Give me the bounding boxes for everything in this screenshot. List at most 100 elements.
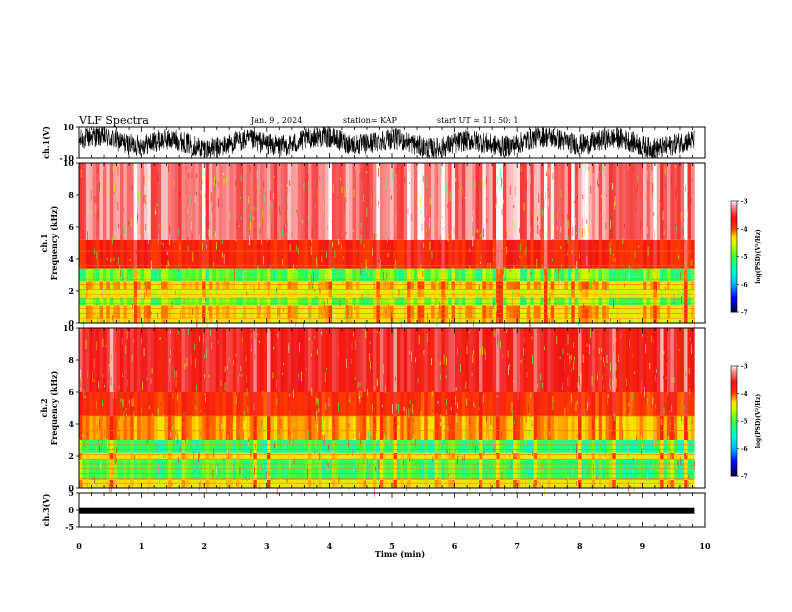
spectrogram-cell (167, 305, 172, 319)
spectrogram-cell (478, 416, 483, 440)
spectrogram-speckle (332, 266, 334, 269)
spectrogram-cell (602, 328, 606, 392)
spectrogram-speckle (254, 228, 255, 232)
spectrogram-cell (161, 305, 165, 319)
spectrogram-speckle (635, 207, 637, 210)
spectrogram-cell (386, 459, 391, 480)
spectrogram-cell (184, 239, 189, 269)
spectrogram-speckle (398, 289, 400, 296)
spectrogram-cell (639, 297, 644, 306)
spectrogram-cell (431, 163, 435, 240)
spectrogram-cell (232, 480, 237, 488)
spectrogram-cell (85, 268, 90, 282)
ch1-ytick-label: -10 (60, 153, 75, 163)
spectrogram-cell (232, 289, 237, 298)
spectrogram-speckle (408, 408, 410, 418)
spectrogram-speckle (378, 201, 379, 205)
spectrogram-cell (612, 459, 617, 480)
spectrogram-cell (564, 239, 569, 269)
spectrogram-cell (188, 305, 193, 319)
spectrogram-speckle (373, 233, 375, 243)
spectrogram-speckle (567, 476, 569, 486)
spectrogram-cell (273, 416, 278, 440)
spectrogram-speckle (94, 248, 96, 255)
spectrogram-cell (520, 480, 524, 488)
spectrogram-speckle (610, 219, 611, 230)
spectrogram-cell (280, 239, 285, 269)
spectrogram-speckle (615, 338, 617, 341)
spectrogram-speckle (105, 285, 106, 292)
spectrogram-cell (263, 163, 268, 240)
spectrogram-speckle (652, 397, 654, 405)
spectrogram-cell (578, 268, 582, 282)
spectrogram-cell (219, 281, 223, 290)
spectrogram-cell (294, 328, 299, 392)
spectrogram-speckle (205, 487, 207, 493)
spectrogram-speckle (379, 259, 381, 263)
spectrogram-cell (355, 416, 360, 440)
spectrogram-speckle (155, 457, 157, 463)
spectrogram-cell (424, 289, 428, 298)
spectrogram-speckle (276, 379, 277, 389)
spectrogram-speckle (576, 232, 577, 235)
spectrogram-cell (253, 268, 258, 282)
spectrogram-cell (410, 452, 415, 460)
spectrogram-speckle (258, 222, 260, 226)
spectrogram-speckle (456, 278, 457, 287)
spectrogram-cell (499, 318, 504, 323)
spectrogram-ylabel-channel: ch.2 (39, 398, 49, 417)
spectrogram-cell (215, 459, 220, 480)
spectrogram-speckle (229, 381, 231, 386)
spectrogram-cell (417, 318, 422, 323)
spectrogram-cell (578, 328, 582, 392)
spectrogram-speckle (257, 185, 259, 192)
spectrogram-cell (232, 318, 237, 323)
spectrogram-cell (561, 480, 565, 488)
spectrogram-cell (99, 416, 104, 440)
spectrogram-speckle (248, 279, 250, 287)
spectrogram-speckle (353, 395, 354, 402)
spectrogram-speckle (614, 196, 616, 206)
spectrogram-cell (239, 163, 244, 240)
spectrogram-speckle (625, 333, 627, 336)
spectrogram-speckle (319, 453, 320, 461)
spectrogram-speckle (157, 174, 159, 182)
spectrogram-cell (550, 163, 555, 240)
spectrogram-cell (290, 480, 295, 488)
spectrogram-cell (164, 163, 169, 240)
spectrogram-speckle (368, 298, 370, 303)
spectrogram-cell (120, 305, 124, 319)
spectrogram-speckle (532, 450, 534, 457)
spectrogram-cell (612, 268, 617, 282)
spectrogram-cell (184, 480, 189, 488)
spectrogram-cell (308, 163, 312, 240)
spectrogram-cell (229, 452, 234, 460)
spectrogram-cell (417, 281, 422, 290)
spectrogram-cell (595, 392, 599, 416)
spectrogram-cell (379, 297, 384, 306)
spectrogram-cell (632, 440, 637, 453)
spectrogram-speckle (422, 175, 424, 183)
spectrogram-speckle (598, 183, 599, 188)
spectrogram-speckle (579, 376, 580, 385)
spectrogram-speckle (674, 165, 676, 169)
spectrogram-cell (263, 305, 268, 319)
spectrogram-speckle (332, 470, 333, 479)
spectrogram-cell (540, 268, 545, 282)
spectrogram-cell (663, 452, 668, 460)
spectrogram-cell (147, 163, 152, 240)
spectrogram-speckle (159, 428, 160, 437)
spectrogram-cell (349, 305, 353, 319)
spectrogram-speckle (377, 380, 378, 387)
spectrogram-cell (226, 328, 230, 392)
spectrogram-cell (311, 452, 316, 460)
spectrogram-cell (222, 163, 227, 240)
spectrogram-speckle (253, 285, 255, 292)
spectrogram-cell (509, 440, 514, 453)
spectrogram-speckle (256, 333, 258, 337)
spectrogram-cell (222, 416, 227, 440)
spectrogram-cell (537, 281, 541, 290)
spectrogram-cell (448, 328, 452, 392)
spectrogram-speckle (109, 484, 111, 494)
spectrogram-speckle (678, 348, 680, 352)
